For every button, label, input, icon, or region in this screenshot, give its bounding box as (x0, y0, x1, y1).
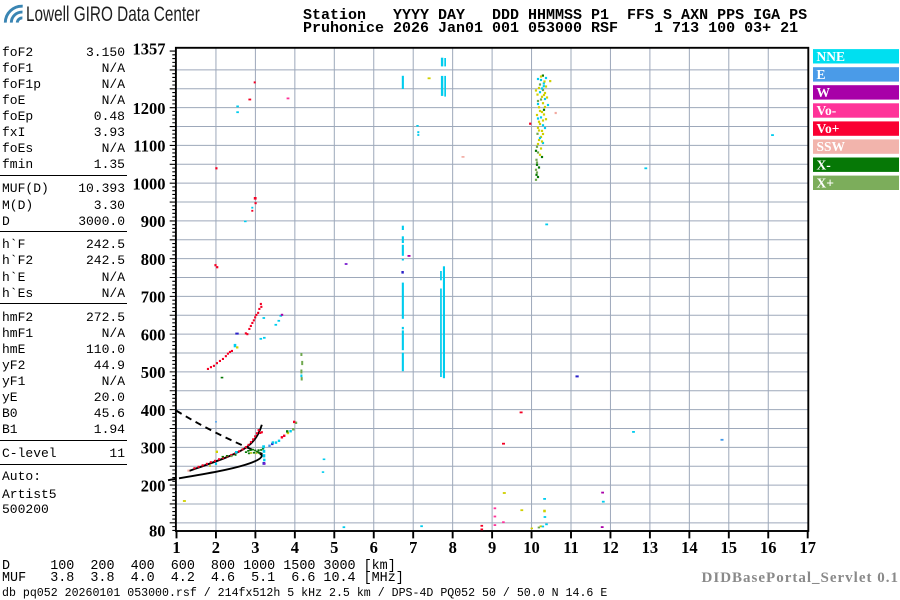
svg-text:13: 13 (642, 538, 659, 557)
svg-text:16: 16 (760, 538, 777, 557)
svg-text:900: 900 (141, 212, 166, 231)
svg-text:1357: 1357 (133, 40, 166, 59)
svg-text:E: E (817, 67, 826, 82)
svg-text:14: 14 (681, 538, 698, 557)
svg-text:Vo-: Vo- (817, 103, 837, 118)
svg-text:12: 12 (602, 538, 619, 557)
svg-text:3: 3 (251, 538, 259, 557)
svg-text:4: 4 (291, 538, 299, 557)
svg-text:X-: X- (817, 157, 831, 172)
svg-text:80: 80 (149, 522, 166, 541)
svg-text:5: 5 (330, 538, 338, 557)
svg-text:400: 400 (141, 401, 166, 420)
svg-text:700: 700 (141, 288, 166, 307)
svg-text:1100: 1100 (133, 137, 165, 156)
svg-text:SSW: SSW (817, 139, 846, 154)
svg-text:15: 15 (721, 538, 738, 557)
svg-text:W: W (817, 85, 831, 100)
svg-text:X+: X+ (817, 175, 834, 190)
svg-text:7: 7 (409, 538, 417, 557)
svg-text:17: 17 (799, 538, 816, 557)
svg-text:600: 600 (141, 325, 166, 344)
svg-text:800: 800 (141, 250, 166, 269)
svg-text:2: 2 (212, 538, 220, 557)
svg-text:NNE: NNE (817, 49, 846, 64)
svg-text:6: 6 (370, 538, 378, 557)
svg-text:10: 10 (523, 538, 540, 557)
svg-text:11: 11 (563, 538, 579, 557)
svg-text:500: 500 (141, 363, 166, 382)
svg-text:1000: 1000 (133, 174, 166, 193)
svg-text:9: 9 (488, 538, 496, 557)
svg-text:1200: 1200 (133, 99, 166, 118)
svg-text:Vo+: Vo+ (817, 121, 840, 136)
svg-text:300: 300 (141, 439, 166, 458)
svg-text:200: 200 (141, 476, 166, 495)
svg-text:8: 8 (449, 538, 457, 557)
svg-text:1: 1 (172, 538, 180, 557)
